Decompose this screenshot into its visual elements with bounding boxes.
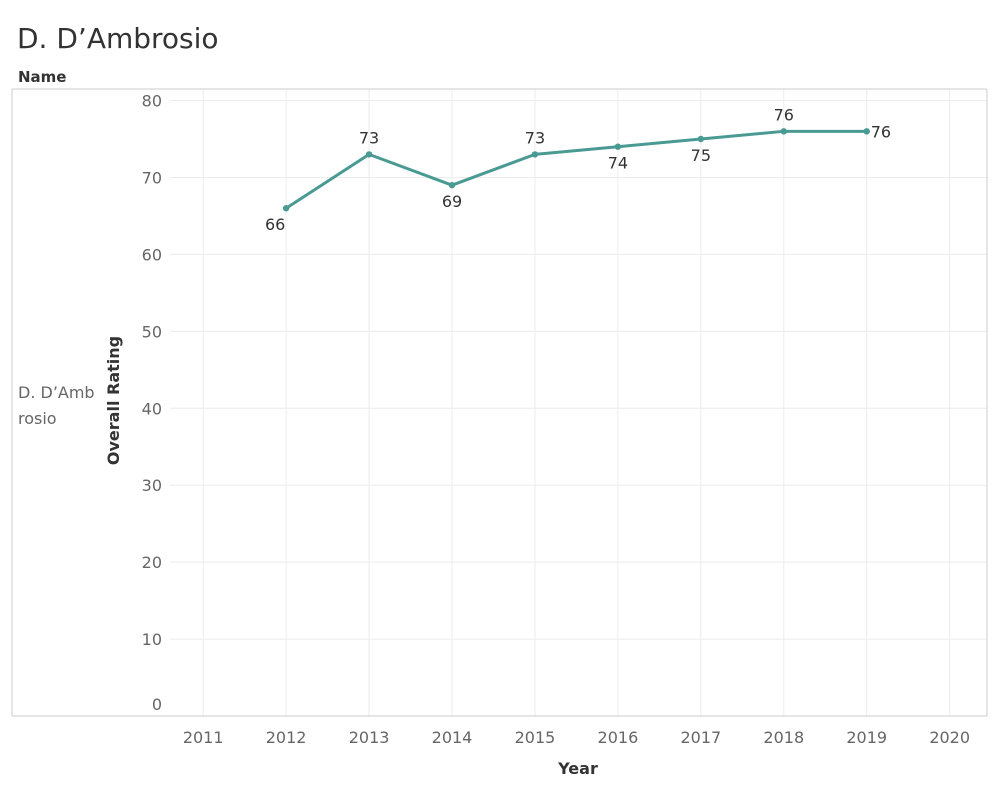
data-label: 73 <box>525 128 545 147</box>
data-point <box>780 128 787 135</box>
row-value-name: D. D’Ambrosio <box>18 383 95 428</box>
x-tick-label: 2016 <box>598 728 639 747</box>
x-tick-label: 2017 <box>680 728 721 747</box>
x-tick-label: 2014 <box>432 728 473 747</box>
grid-layer <box>170 89 987 716</box>
x-tick-label: 2013 <box>349 728 390 747</box>
data-label: 76 <box>774 105 794 124</box>
y-tick-label: 70 <box>142 168 162 187</box>
x-tick-label: 2019 <box>846 728 887 747</box>
plot-frame <box>11 88 988 717</box>
series-line <box>285 129 867 210</box>
data-label-layer: 66 73 69 73 74 75 76 76 <box>265 105 891 234</box>
data-point <box>365 151 373 158</box>
x-tick-label: 2020 <box>929 728 970 747</box>
data-point <box>448 181 456 189</box>
data-label: 73 <box>359 128 379 147</box>
data-label: 74 <box>608 154 628 173</box>
x-tick-label: 2015 <box>515 728 556 747</box>
y-tick-label: 40 <box>142 399 162 418</box>
y-axis-title: Overall Rating <box>104 336 123 465</box>
page-title: D. D’Ambrosio <box>17 22 219 55</box>
data-point <box>614 143 622 150</box>
data-label: 69 <box>442 192 462 211</box>
axis-layer: 0 10 20 30 40 50 60 70 80 2011 2012 2013 2014 2015 201… <box>104 92 970 778</box>
x-tick-label: 2011 <box>183 728 224 747</box>
data-point <box>863 128 870 135</box>
y-tick-label: 50 <box>142 322 162 341</box>
data-label: 76 <box>871 122 891 141</box>
y-tick-label: 20 <box>142 553 162 572</box>
y-tick-label: 10 <box>142 630 162 649</box>
data-point <box>697 135 705 143</box>
data-label: 75 <box>691 146 711 165</box>
series-layer <box>282 128 870 212</box>
data-label: 66 <box>265 215 285 234</box>
y-tick-label: 30 <box>142 476 162 495</box>
x-axis-title: Year <box>557 759 598 778</box>
data-point <box>282 205 290 212</box>
x-tick-label: 2018 <box>763 728 804 747</box>
y-tick-label: 0 <box>152 695 162 714</box>
data-point <box>531 151 539 158</box>
y-tick-label: 80 <box>142 92 162 111</box>
y-tick-label: 60 <box>142 245 162 264</box>
row-header-name: Name <box>18 68 67 86</box>
x-tick-label: 2012 <box>266 728 307 747</box>
